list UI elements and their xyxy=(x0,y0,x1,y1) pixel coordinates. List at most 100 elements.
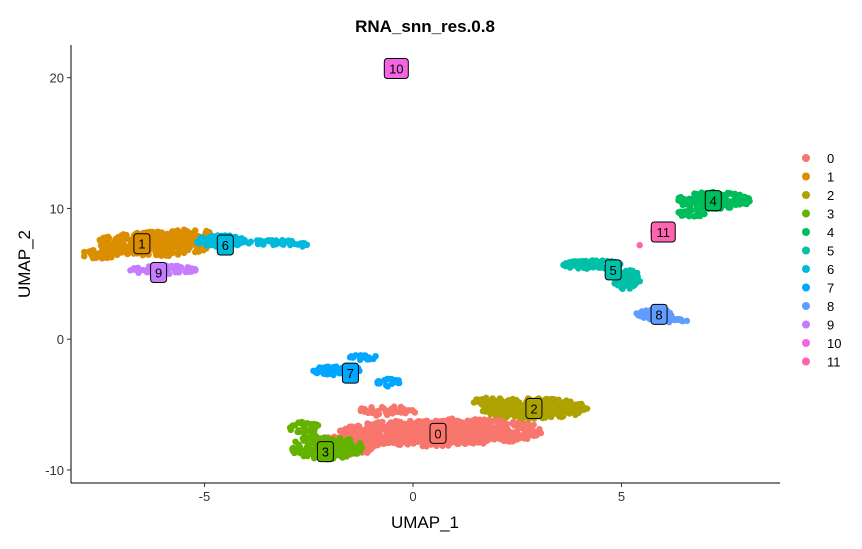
data-point xyxy=(741,193,748,200)
data-point xyxy=(445,435,452,443)
data-point xyxy=(346,447,353,455)
data-point xyxy=(509,395,516,403)
data-point xyxy=(295,441,302,448)
cluster-label-box xyxy=(150,261,168,283)
legend-label: 10 xyxy=(827,336,841,351)
cluster-label-text: 6 xyxy=(222,238,229,253)
data-point xyxy=(120,240,127,247)
data-point xyxy=(161,242,169,249)
data-point xyxy=(300,452,307,460)
data-point xyxy=(239,237,246,245)
data-point xyxy=(167,263,174,271)
data-point xyxy=(303,444,311,451)
cluster-label-box xyxy=(316,441,334,463)
data-point xyxy=(157,248,164,255)
legend-label: 0 xyxy=(827,151,834,166)
data-point xyxy=(364,409,372,416)
data-point xyxy=(177,245,184,252)
data-point xyxy=(576,404,583,411)
data-point xyxy=(626,280,633,287)
data-point xyxy=(509,401,517,409)
data-point xyxy=(562,409,569,416)
data-point xyxy=(125,236,133,243)
cluster-label-box xyxy=(429,422,447,444)
data-point xyxy=(501,432,509,440)
legend-swatch xyxy=(802,191,810,199)
data-point xyxy=(487,422,495,429)
legend-item-3: 3 xyxy=(802,207,834,222)
data-point xyxy=(166,270,173,278)
data-point xyxy=(642,309,650,316)
data-point xyxy=(572,408,579,415)
data-point xyxy=(233,235,240,242)
legend-label: 11 xyxy=(827,355,841,370)
legend-label: 8 xyxy=(827,299,834,314)
data-point xyxy=(299,243,306,250)
data-point xyxy=(621,278,628,285)
data-point xyxy=(309,430,316,438)
data-point xyxy=(125,246,132,253)
cluster-labels-layer: 0 1 2 3 4 5 6 7 8 9 10 11 xyxy=(133,58,722,463)
data-point xyxy=(149,228,156,236)
cluster-label-9: 9 xyxy=(150,261,168,283)
data-point xyxy=(526,425,534,432)
data-point xyxy=(481,429,488,436)
data-point xyxy=(335,449,342,456)
cluster-label-4: 4 xyxy=(704,190,722,212)
legend-swatch xyxy=(802,154,810,162)
legend-swatch xyxy=(802,357,810,366)
chart-title: RNA_snn_res.0.8 xyxy=(355,17,495,36)
cluster-5-points xyxy=(560,257,643,292)
data-point xyxy=(384,407,391,415)
data-point xyxy=(206,234,213,241)
y-tick-label: 20 xyxy=(50,71,64,86)
cluster-label-text: 5 xyxy=(610,263,617,278)
cluster-label-3: 3 xyxy=(316,441,334,463)
cluster-label-text: 4 xyxy=(710,194,717,209)
cluster-label-box xyxy=(650,221,676,243)
cluster-label-11: 11 xyxy=(650,221,676,243)
data-point xyxy=(94,251,102,259)
data-point xyxy=(460,419,467,427)
legend: 0 1 2 3 4 5 6 7 8 9 10 11 xyxy=(802,151,841,370)
legend-item-10: 10 xyxy=(802,336,841,351)
data-point xyxy=(345,439,352,446)
legend-item-1: 1 xyxy=(802,170,834,185)
data-point xyxy=(355,447,362,454)
data-point xyxy=(536,429,544,436)
data-point xyxy=(321,370,328,377)
data-point xyxy=(495,426,502,434)
legend-label: 1 xyxy=(827,170,834,185)
data-point xyxy=(263,237,270,244)
data-point xyxy=(479,396,486,403)
cluster-label-text: 7 xyxy=(347,366,354,381)
data-point xyxy=(340,438,347,446)
data-point xyxy=(439,418,446,425)
data-point xyxy=(289,445,296,452)
data-point xyxy=(511,413,518,420)
data-point xyxy=(365,447,372,455)
data-point xyxy=(530,432,537,439)
legend-label: 4 xyxy=(827,225,834,240)
cluster-label-box xyxy=(341,362,359,384)
data-point xyxy=(520,421,527,429)
data-point xyxy=(401,420,408,428)
data-point xyxy=(695,208,702,215)
data-point xyxy=(339,454,346,461)
data-point xyxy=(287,241,294,249)
cluster-label-text: 3 xyxy=(322,445,329,460)
x-tick-label: 0 xyxy=(409,489,416,504)
data-point xyxy=(311,454,318,462)
data-point xyxy=(388,438,395,445)
data-point xyxy=(491,409,498,416)
data-point xyxy=(366,356,373,363)
cluster-label-box xyxy=(525,397,543,419)
data-point xyxy=(694,194,702,201)
legend-item-7: 7 xyxy=(802,281,834,296)
data-point xyxy=(104,254,111,261)
data-point xyxy=(636,242,643,249)
data-point xyxy=(296,428,303,436)
data-point xyxy=(492,401,500,409)
